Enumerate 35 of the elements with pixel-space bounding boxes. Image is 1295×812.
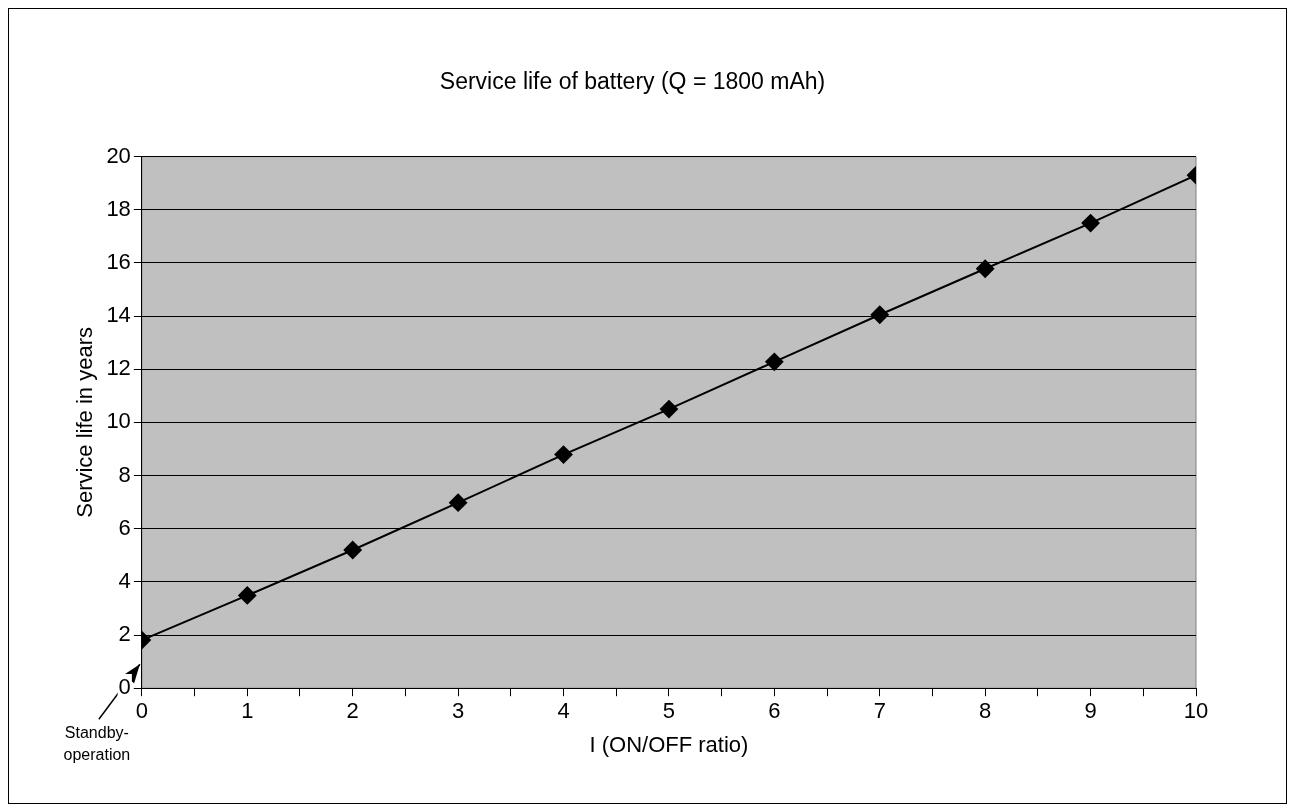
x-tick-label: 9 <box>1084 698 1097 724</box>
point <box>976 259 995 278</box>
x-tick-label: 4 <box>557 698 570 724</box>
y-tick-label: 14 <box>106 302 131 328</box>
y-tick-label: 16 <box>106 248 131 274</box>
x-tick-label: 2 <box>346 698 359 724</box>
point <box>449 493 468 512</box>
y-tick-label: 8 <box>118 461 131 487</box>
y-tick-label: 10 <box>106 408 131 434</box>
x-tick-label: 6 <box>768 698 781 724</box>
y-tick-label: 20 <box>106 142 131 168</box>
x-tick-label: 3 <box>451 698 465 724</box>
x-tick-label: 5 <box>662 698 676 724</box>
y-axis-title: Service life in years <box>72 327 98 518</box>
text: Standby-operation <box>63 723 131 763</box>
x-tick-label: 0 <box>135 698 148 724</box>
x-axis-title: I (ON/OFF ratio) <box>589 731 749 757</box>
x-tick-label: 10 <box>1183 698 1209 724</box>
y-tick-label: 6 <box>118 514 131 540</box>
chart-title: Service life of battery (Q = 1800 mAh) <box>439 68 826 95</box>
y-tick-label: 0 <box>118 674 131 700</box>
point <box>554 445 573 464</box>
point <box>238 586 257 605</box>
point <box>343 540 362 559</box>
point <box>870 305 889 324</box>
y-tick-label: 18 <box>106 195 131 221</box>
point <box>659 400 678 419</box>
y-tick-label: 2 <box>118 621 131 647</box>
x-tick-label: 1 <box>241 698 254 724</box>
y-tick-label: 12 <box>106 355 131 381</box>
point <box>1081 214 1100 233</box>
point <box>765 352 784 371</box>
y-tick-label: 4 <box>118 567 131 593</box>
x-tick-label: 8 <box>979 698 992 724</box>
x-tick-label: 7 <box>873 698 886 724</box>
